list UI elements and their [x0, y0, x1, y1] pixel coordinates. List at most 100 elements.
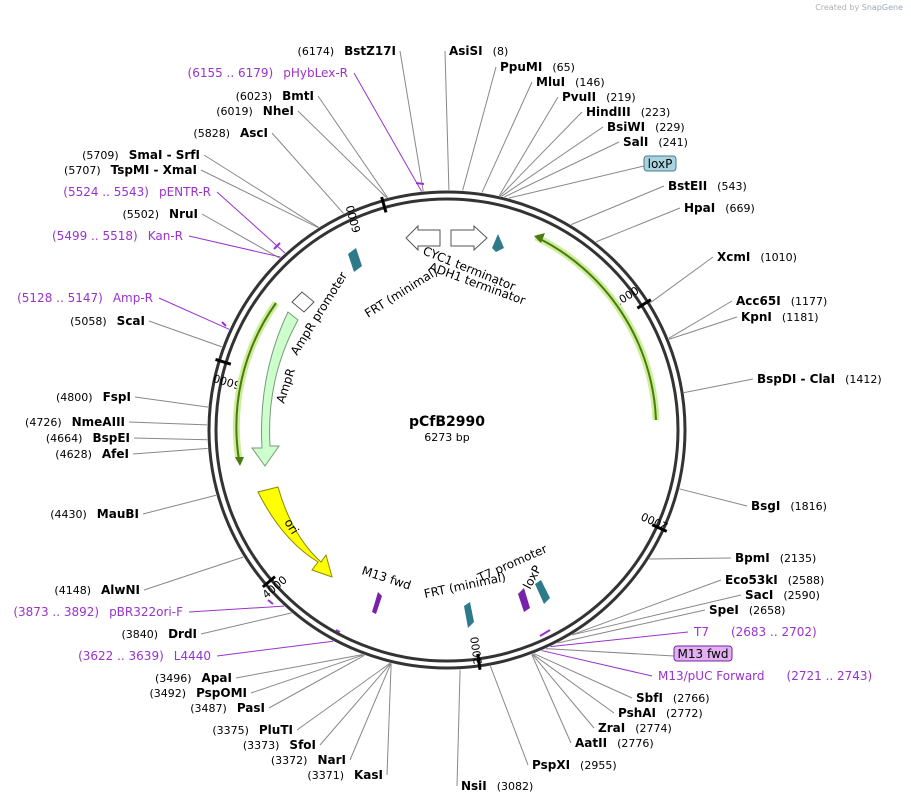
- restriction-site-label: ZraI (2774): [598, 721, 672, 735]
- leader-line: [319, 662, 392, 746]
- leader-line: [669, 316, 738, 340]
- primer-label: (3622 .. 3639) L4440: [78, 649, 211, 663]
- restriction-site-label: (4430) MauBI: [50, 507, 139, 521]
- restriction-site-label: HindIII (223): [586, 105, 670, 119]
- leader-line: [133, 437, 208, 441]
- leader-line: [200, 169, 319, 228]
- site-name: ZraI: [598, 721, 625, 735]
- site-position: (241): [658, 136, 688, 149]
- leader-line: [399, 50, 424, 192]
- site-position: (669): [725, 202, 755, 215]
- primer-range: (6155 .. 6179): [188, 66, 274, 80]
- loxp-bottom-marker: [535, 580, 550, 604]
- primer-label: T7 (2683 .. 2702): [693, 625, 817, 639]
- restriction-site-label: (3372) NarI: [271, 753, 346, 767]
- leader-line: [132, 447, 208, 455]
- site-name: BsiWI: [607, 120, 645, 134]
- site-position: (3373): [243, 739, 280, 752]
- plasmid-size: 6273 bp: [424, 431, 469, 444]
- leader-line: [188, 235, 281, 258]
- site-name: KpnI: [741, 310, 772, 324]
- restriction-site-label: (5058) ScaI: [70, 314, 145, 328]
- leader-line: [489, 665, 529, 766]
- leader-line: [216, 640, 334, 657]
- loxp-box: [643, 155, 677, 172]
- site-name: HindIII: [586, 105, 631, 119]
- leader-line: [456, 669, 461, 787]
- site-name: MluI: [536, 75, 565, 89]
- leader-line: [481, 81, 533, 193]
- leader-line: [531, 654, 595, 729]
- restriction-site-label: SacI (2590): [745, 588, 820, 602]
- site-name: KasI: [354, 768, 383, 782]
- leader-line: [134, 396, 209, 408]
- restriction-site-label: PpuMI (65): [500, 60, 575, 74]
- primer-name: Amp-R: [113, 291, 153, 305]
- leader-line: [498, 96, 559, 197]
- restriction-site-label: (3496) ApaI: [155, 671, 232, 685]
- feature-arc-left: [235, 302, 277, 461]
- restriction-site-label: BpmI (2135): [735, 551, 816, 565]
- site-position: (146): [575, 76, 605, 89]
- leader-line: [216, 191, 286, 254]
- feature-label-ampr-promoter: AmpR promoter: [288, 269, 350, 357]
- restriction-site-label: MluI (146): [536, 75, 605, 89]
- site-position: (6019): [216, 105, 253, 118]
- primer-range: (2721 .. 2743): [787, 669, 873, 683]
- primer-label: (3873 .. 3892) pBR322ori-F: [13, 605, 183, 619]
- site-position: (4726): [25, 416, 62, 429]
- tick-mark: [476, 653, 482, 670]
- primer-range: (3622 .. 3639): [78, 649, 164, 663]
- tick-mark: [651, 523, 668, 533]
- restriction-site-label: AatII (2776): [575, 736, 654, 750]
- leader-line: [550, 631, 689, 648]
- primer-range: (5499 .. 5518): [52, 229, 138, 243]
- leader-line: [508, 165, 645, 199]
- restriction-site-label: Eco53kI (2588): [725, 573, 824, 587]
- frt-minimal-bottom-marker: [464, 602, 474, 628]
- tick-mark: [215, 358, 232, 366]
- site-name: BspEI: [92, 431, 130, 445]
- leader-line: [271, 132, 344, 214]
- restriction-site-label: HpaI (669): [684, 201, 755, 215]
- site-position: (5058): [70, 315, 107, 328]
- leader-line: [499, 111, 583, 197]
- backbone-inner: [214, 197, 680, 663]
- t7-promoter-marker: [518, 588, 530, 612]
- feature-arc-right-glow: [534, 233, 660, 421]
- site-position: (2772): [666, 707, 703, 720]
- site-name: PspXI: [532, 758, 570, 772]
- leader-line: [201, 213, 280, 259]
- tick-mark: [380, 196, 388, 213]
- snapgene-credit: Created by SnapGene: [815, 3, 903, 12]
- site-position: (3487): [190, 702, 227, 715]
- leader-line: [545, 648, 675, 657]
- restriction-site-label: SalI (241): [623, 135, 688, 149]
- site-name: PpuMI: [500, 60, 542, 74]
- restriction-site-label: BspDI - ClaI (1412): [757, 372, 882, 386]
- leader-line: [268, 654, 365, 709]
- feature-label-m13-fwd: M13 fwd: [360, 564, 413, 593]
- cyc1-terminator-arrow: [450, 224, 488, 252]
- site-name: BspDI - ClaI: [757, 372, 835, 386]
- site-position: (65): [552, 61, 575, 74]
- leader-line: [386, 663, 392, 776]
- site-name: PasI: [237, 701, 265, 715]
- site-name: DrdI: [168, 627, 197, 641]
- restriction-site-label: (5707) TspMI - XmaI: [64, 163, 197, 177]
- site-name: TspMI - XmaI: [111, 163, 197, 177]
- leader-line: [572, 579, 722, 636]
- site-position: (1177): [791, 295, 828, 308]
- backbone-outer: [207, 190, 687, 670]
- restriction-site-label: (4726) NmeAIII: [25, 415, 125, 429]
- restriction-site-label: (6174) BstZ17I: [298, 44, 396, 58]
- site-position: (1181): [782, 311, 819, 324]
- leader-line: [462, 66, 497, 191]
- site-name: SpeI: [709, 603, 739, 617]
- leader-line: [200, 612, 292, 635]
- leader-line: [353, 72, 423, 192]
- site-name: ScaI: [117, 314, 145, 328]
- leader-line: [142, 494, 217, 515]
- site-position: (229): [655, 121, 685, 134]
- leader-line: [504, 141, 620, 198]
